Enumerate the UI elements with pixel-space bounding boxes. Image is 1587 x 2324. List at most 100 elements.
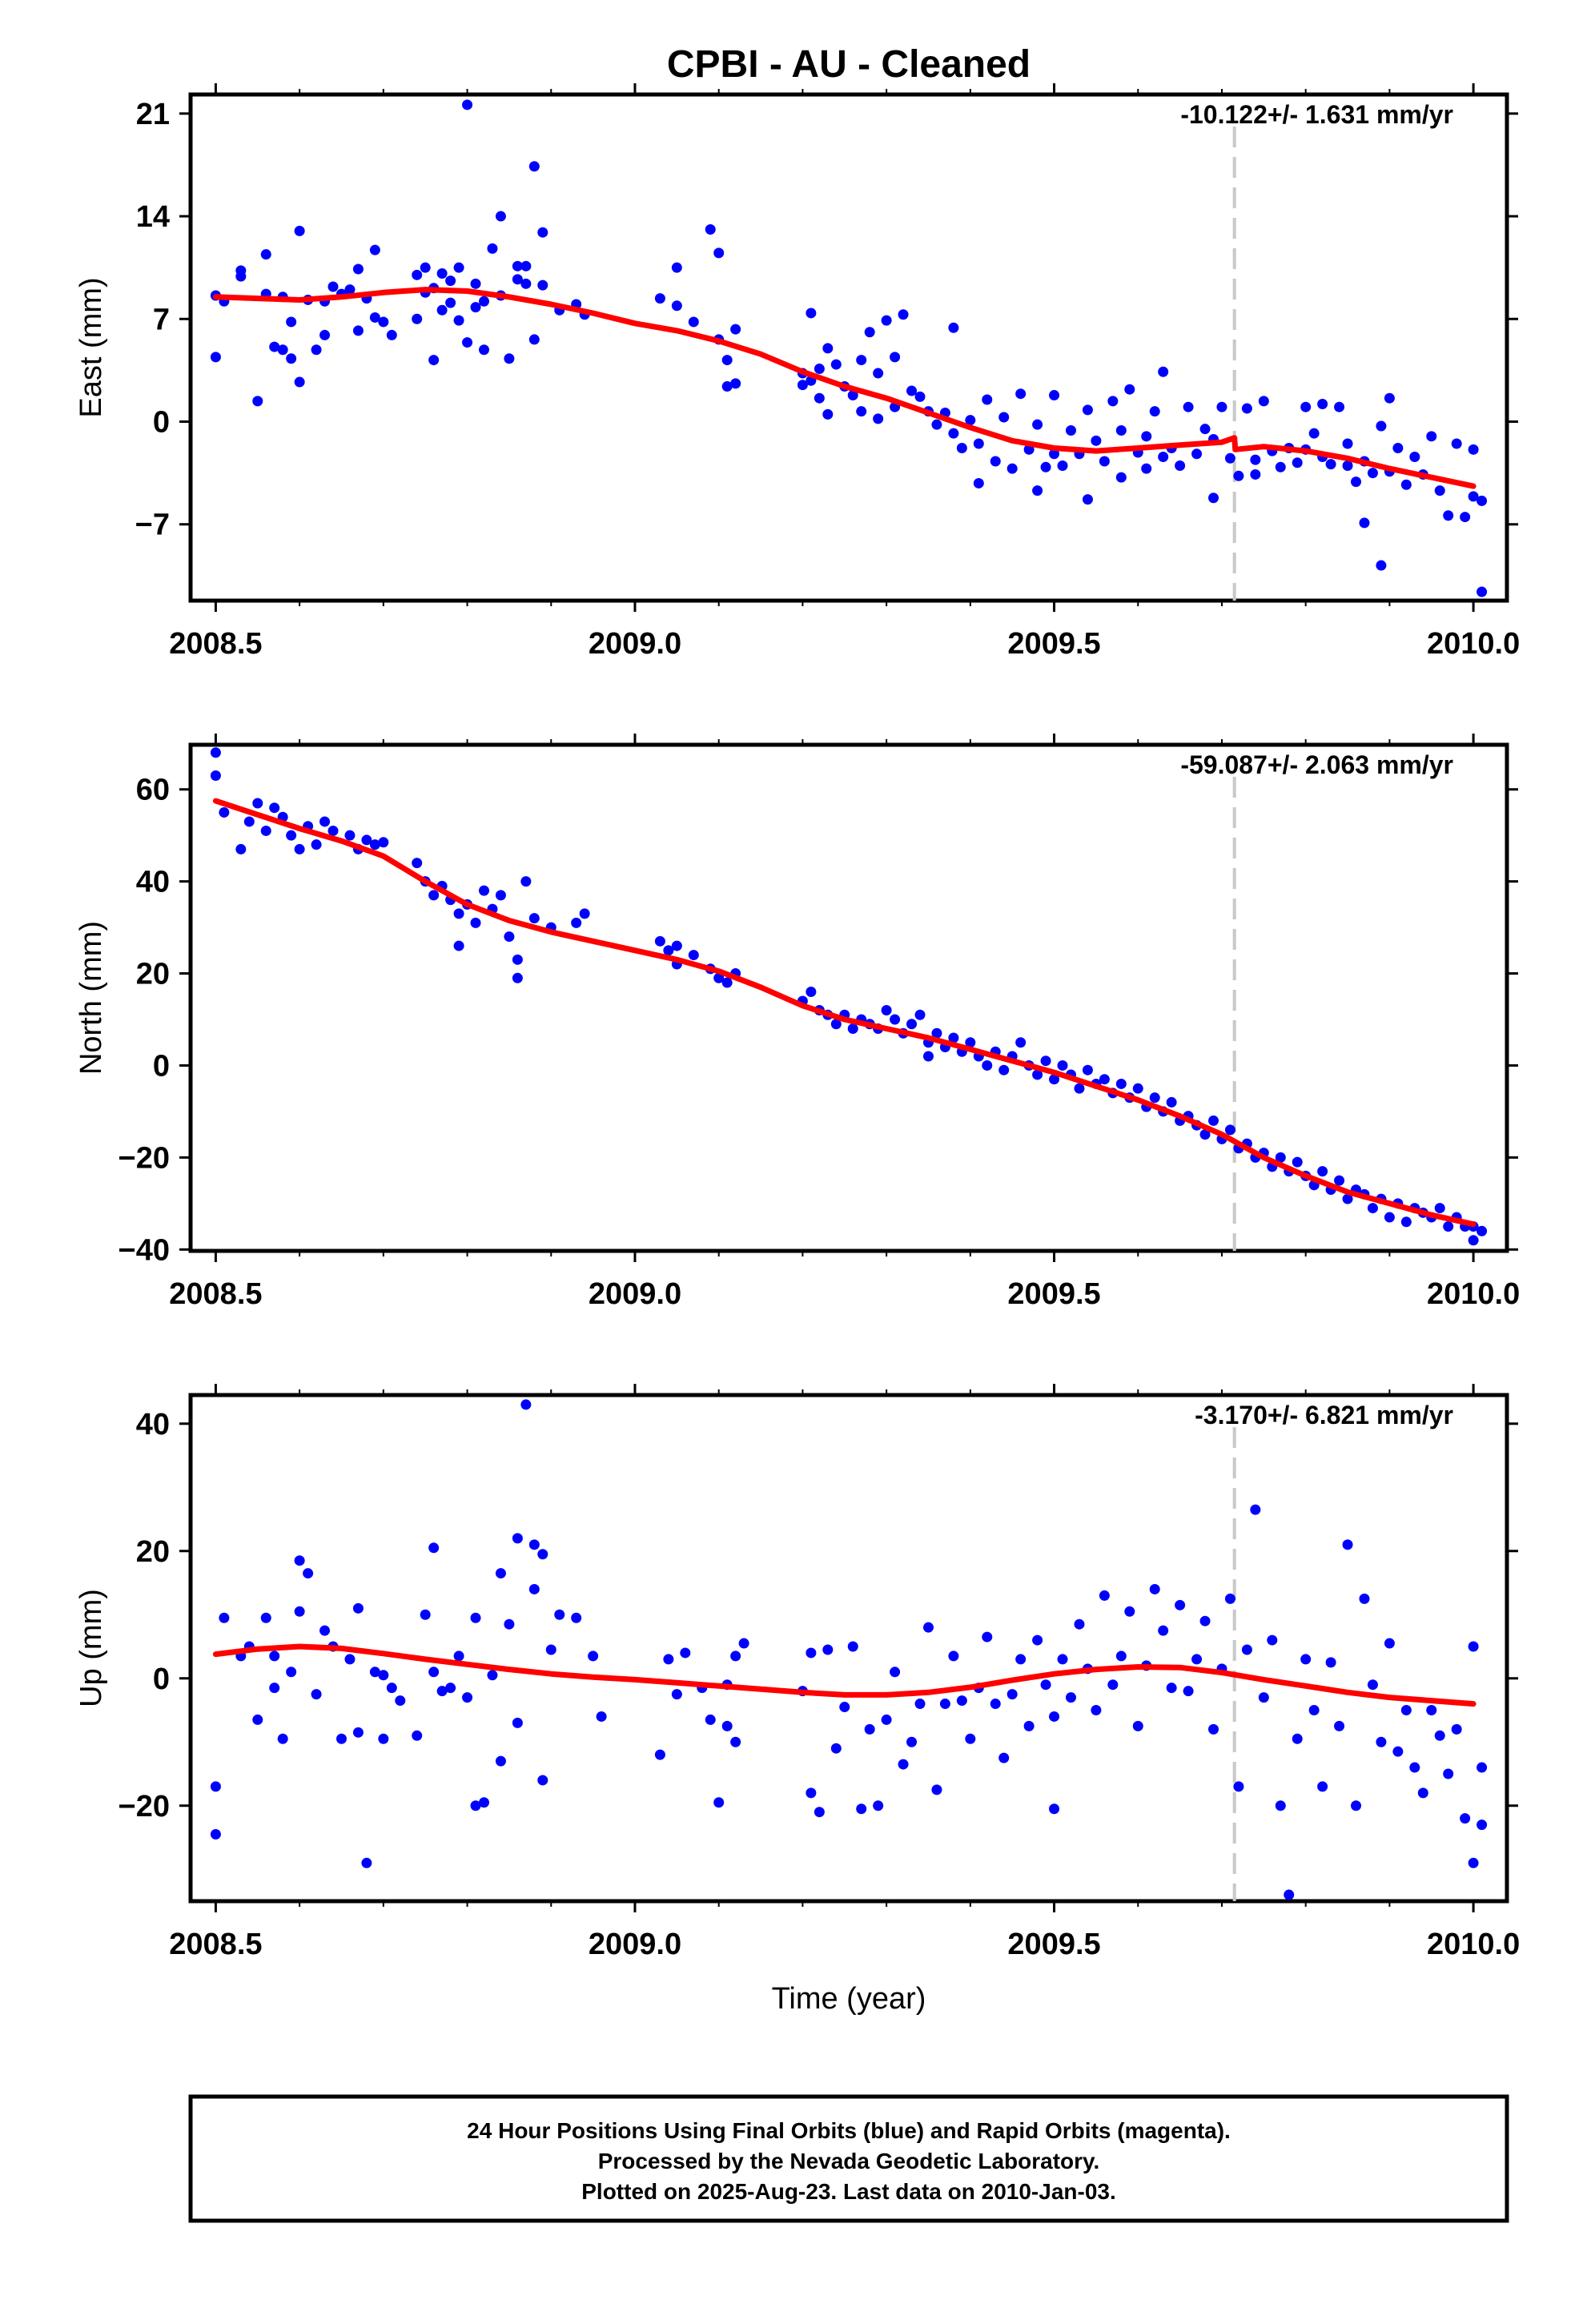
up-data-point bbox=[1417, 1787, 1428, 1799]
east-data-point bbox=[294, 225, 305, 236]
east-plot-frame bbox=[188, 92, 1509, 603]
east-data-point bbox=[1367, 468, 1378, 479]
north-data-point bbox=[965, 1037, 976, 1048]
up-data-point bbox=[998, 1752, 1010, 1763]
east-data-point bbox=[965, 415, 976, 426]
up-data-point bbox=[1241, 1644, 1252, 1655]
east-data-point bbox=[797, 380, 808, 391]
north-y-axis-label: North (mm) bbox=[74, 921, 108, 1075]
up-data-point bbox=[713, 1797, 725, 1808]
up-data-point bbox=[294, 1606, 305, 1617]
east-data-point bbox=[814, 364, 825, 375]
up-data-point bbox=[303, 1568, 314, 1579]
east-data-point bbox=[814, 392, 825, 404]
east-data-point bbox=[537, 279, 548, 291]
east-data-point bbox=[520, 278, 532, 289]
up-data-point bbox=[504, 1618, 515, 1630]
east-data-point bbox=[948, 322, 959, 333]
east-ytick-label: 21 bbox=[136, 98, 170, 131]
up-data-point bbox=[1023, 1720, 1035, 1731]
up-data-point bbox=[990, 1699, 1001, 1710]
north-data-point bbox=[1199, 1129, 1211, 1140]
east-data-point bbox=[1049, 390, 1060, 401]
east-data-point bbox=[286, 316, 297, 328]
up-data-point bbox=[914, 1699, 926, 1710]
up-data-point bbox=[219, 1612, 230, 1623]
east-data-point bbox=[671, 262, 682, 273]
up-data-point bbox=[495, 1568, 506, 1579]
up-data-point bbox=[806, 1647, 817, 1659]
north-data-point bbox=[654, 935, 665, 947]
north-ytick-label: −40 bbox=[119, 1233, 170, 1267]
up-rate-label: -3.170+/- 6.821 mm/yr bbox=[1195, 1401, 1453, 1429]
up-data-point bbox=[537, 1549, 548, 1560]
panel-east: 21 14 7 0 −7 2008.5 2009.0 2009.5 2010.0 East (mm… bbox=[74, 83, 1520, 661]
up-data-point bbox=[478, 1797, 489, 1808]
east-data-point bbox=[822, 408, 834, 420]
east-data-point bbox=[286, 353, 297, 364]
up-data-point bbox=[847, 1641, 858, 1652]
east-data-point bbox=[1032, 419, 1043, 430]
east-ytick-label: −7 bbox=[135, 509, 170, 542]
up-data-point bbox=[1460, 1813, 1471, 1824]
north-xtick-label: 2008.5 bbox=[169, 1277, 262, 1311]
east-data-point bbox=[436, 304, 448, 316]
up-data-point bbox=[445, 1683, 456, 1694]
north-data-point bbox=[412, 858, 423, 869]
east-data-point bbox=[1250, 454, 1261, 465]
up-data-point bbox=[344, 1654, 356, 1665]
north-data-point bbox=[1032, 1069, 1043, 1080]
up-data-point bbox=[1434, 1730, 1445, 1741]
up-data-point bbox=[210, 1829, 221, 1840]
east-data-point bbox=[252, 396, 263, 407]
up-data-point bbox=[462, 1692, 473, 1703]
up-data-point bbox=[1233, 1781, 1244, 1792]
up-data-point bbox=[1426, 1705, 1437, 1716]
up-data-point bbox=[1284, 1889, 1295, 1900]
north-data-point bbox=[319, 816, 331, 827]
east-data-point bbox=[311, 344, 322, 356]
up-data-point bbox=[1158, 1625, 1169, 1636]
up-data-point bbox=[1183, 1686, 1194, 1697]
up-data-point bbox=[369, 1667, 380, 1678]
up-data-point bbox=[1124, 1606, 1135, 1617]
east-data-point bbox=[1183, 401, 1194, 412]
up-data-point bbox=[1224, 1593, 1235, 1604]
up-data-point bbox=[1250, 1504, 1261, 1515]
up-data-point bbox=[428, 1542, 440, 1554]
east-data-point bbox=[1376, 420, 1387, 432]
up-data-point bbox=[1342, 1539, 1353, 1550]
north-data-point bbox=[1477, 1225, 1488, 1236]
east-ytick-label: 7 bbox=[153, 303, 170, 336]
east-data-point bbox=[378, 316, 389, 328]
east-data-point bbox=[1334, 401, 1345, 412]
east-data-point bbox=[470, 302, 481, 313]
up-data-point bbox=[470, 1800, 481, 1811]
east-data-point bbox=[847, 390, 858, 401]
north-ytick-label: 0 bbox=[153, 1049, 170, 1083]
up-data-point bbox=[730, 1736, 741, 1747]
north-data-point bbox=[806, 987, 817, 998]
north-data-point bbox=[504, 931, 515, 943]
north-data-point bbox=[512, 972, 523, 983]
footer-box: 24 Hour Positions Using Final Orbits (bl… bbox=[188, 2094, 1509, 2223]
up-data-point bbox=[1468, 1857, 1479, 1868]
up-data-point bbox=[965, 1733, 976, 1744]
east-data-point bbox=[1468, 491, 1479, 502]
east-data-point bbox=[436, 267, 448, 279]
up-data-point bbox=[260, 1612, 271, 1623]
north-data-point bbox=[1367, 1203, 1378, 1214]
up-data-point bbox=[1015, 1654, 1027, 1665]
up-data-point bbox=[528, 1539, 540, 1550]
up-data-point bbox=[1409, 1762, 1420, 1773]
north-data-point bbox=[1166, 1096, 1177, 1108]
up-data-point bbox=[386, 1683, 397, 1694]
up-data-point bbox=[1057, 1654, 1068, 1665]
north-data-point bbox=[260, 825, 271, 836]
east-data-point bbox=[1342, 460, 1353, 471]
east-data-point bbox=[873, 413, 884, 424]
up-data-point bbox=[1040, 1679, 1051, 1691]
east-data-point bbox=[487, 243, 498, 254]
up-data-point bbox=[1208, 1723, 1219, 1735]
north-data-point bbox=[721, 977, 733, 988]
